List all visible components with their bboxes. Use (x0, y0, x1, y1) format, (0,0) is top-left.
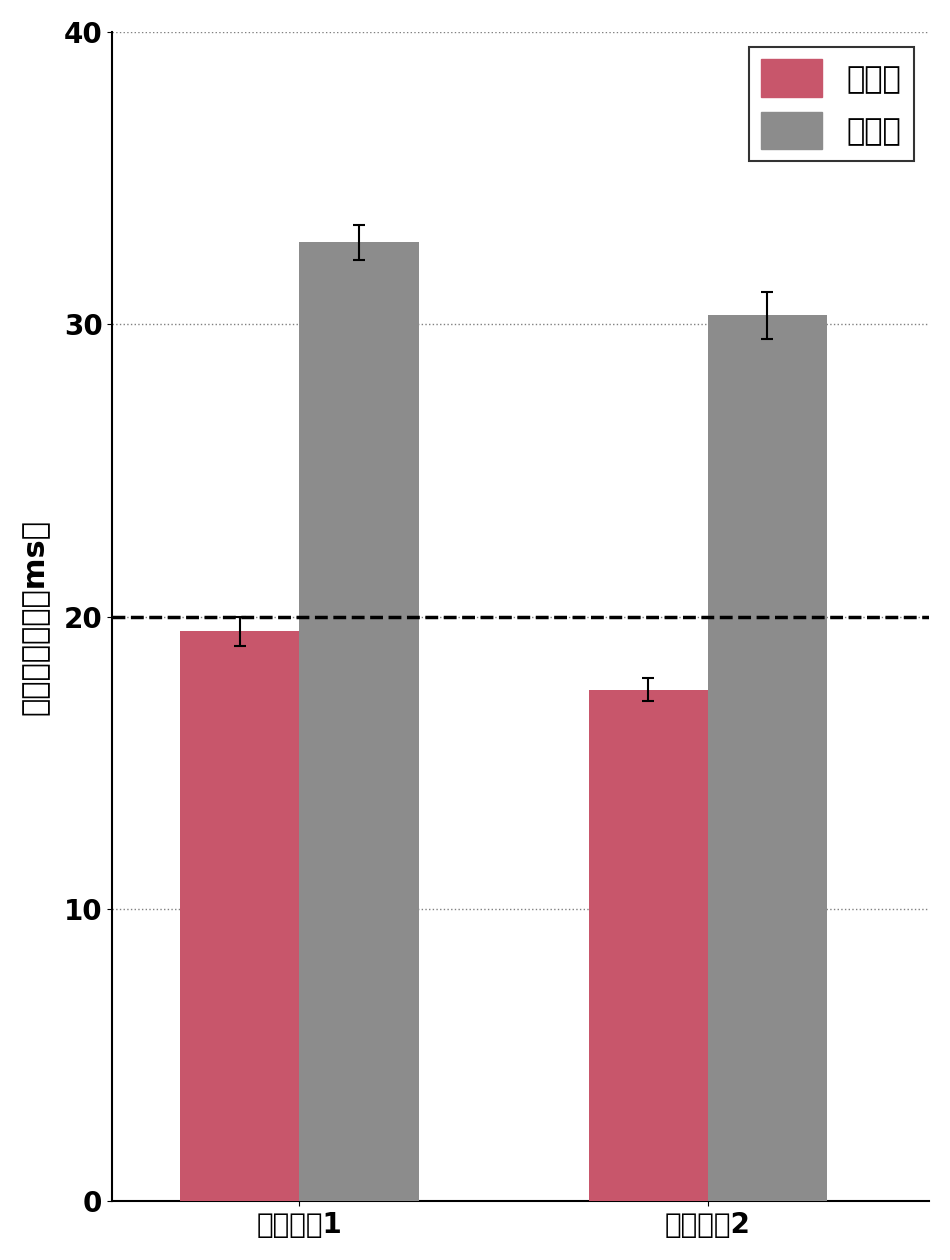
Bar (708, 315, 827, 1202)
Bar (180, 631, 299, 1202)
Bar (299, 242, 419, 1202)
Y-axis label: 最大計算時間（ms）: 最大計算時間（ms） (21, 519, 49, 714)
Bar (589, 689, 708, 1202)
Legend: 提案法, 従来法: 提案法, 従来法 (750, 47, 914, 161)
